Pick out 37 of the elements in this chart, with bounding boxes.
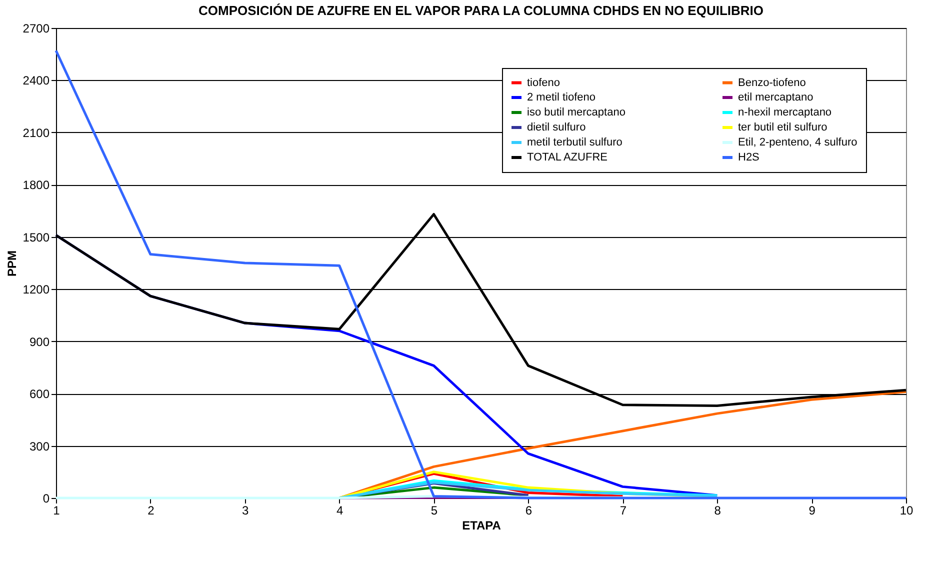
x-tick-label: 8: [714, 504, 722, 518]
y-tick-label: 0: [42, 492, 50, 506]
y-tick-label: 2400: [22, 74, 50, 88]
x-tick-label: 5: [430, 504, 438, 518]
x-tick-label: 7: [620, 504, 627, 518]
y-tick-label: 600: [29, 387, 50, 402]
legend-label: metil terbutil sulfuro: [527, 136, 622, 148]
y-axis-title: PPM: [4, 250, 19, 277]
x-tick-label: 4: [336, 504, 344, 518]
line-series: [338, 390, 908, 500]
legend-label: tiofeno: [527, 76, 560, 89]
y-tick-label: 900: [29, 334, 50, 349]
legend-label: Benzo-tiofeno: [738, 76, 806, 89]
legend-label: H2S: [738, 152, 760, 164]
x-tick-label: 3: [242, 504, 250, 518]
legend-label: dietil sulfuro: [527, 122, 586, 134]
legend-label: TOTAL AZUFRE: [527, 152, 608, 164]
legend-label: etil mercaptano: [738, 92, 814, 104]
y-tick-label: 1500: [22, 230, 50, 244]
x-tick-label: 1: [53, 504, 60, 518]
x-tick-label: 2: [148, 504, 155, 518]
y-tick-label: 300: [29, 439, 50, 454]
x-axis-title: ETAPA: [462, 518, 502, 532]
x-tick-label: 9: [808, 504, 816, 518]
y-tick-label: 1200: [22, 282, 50, 297]
legend-label: Etil, 2-penteno, 4 sulfuro: [738, 136, 858, 148]
y-tick-label: 2700: [22, 22, 50, 36]
legend-label: n-hexil mercaptano: [738, 106, 832, 118]
chart-title: COMPOSICIÓN DE AZUFRE EN EL VAPOR PARA LA COLUMNA CDHDS EN NO EQUILIBRIO: [198, 3, 764, 18]
legend-label: ter butil etil sulfuro: [738, 122, 828, 134]
x-tick-label: 10: [900, 504, 914, 518]
legend-label: 2 metil tiofeno: [527, 92, 596, 104]
x-tick-label: 6: [525, 504, 532, 518]
legend-label: iso butil mercaptano: [527, 106, 626, 118]
line-series: [54, 49, 908, 500]
y-tick-label: 1800: [22, 178, 50, 192]
y-tick-label: 2100: [22, 126, 50, 140]
